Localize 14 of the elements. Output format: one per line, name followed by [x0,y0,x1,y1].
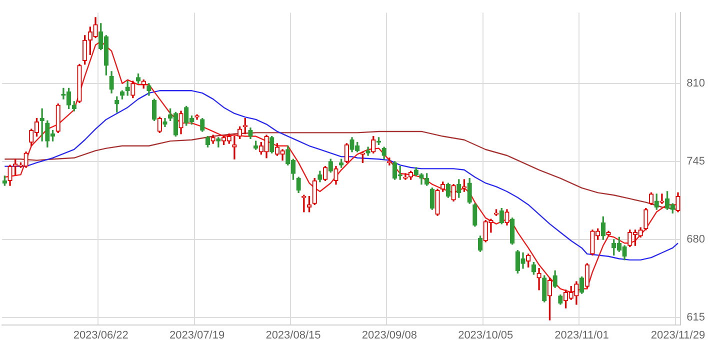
candlestick [232,136,237,160]
x-tick-label: 2023/11/29 [650,329,706,342]
y-tick-label: 680 [686,234,706,246]
x-tick-label: 2023/06/22 [73,329,128,342]
x-tick-label: 2023/07/19 [170,329,225,342]
x-tick-label: 2023/11/01 [554,329,609,342]
x-tick-label: 2023/08/15 [266,329,321,342]
candlestick [40,108,44,142]
candlestick [536,268,542,290]
y-tick-label: 745 [686,156,706,168]
x-tick-label: 2023/09/08 [362,329,417,342]
y-tick-label: 615 [686,312,706,324]
x-tick-label: 2023/10/05 [458,329,514,342]
y-tick-label: 810 [686,77,706,90]
